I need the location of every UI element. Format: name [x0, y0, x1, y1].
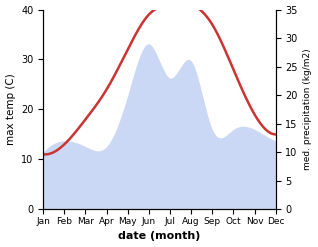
Y-axis label: med. precipitation (kg/m2): med. precipitation (kg/m2)	[303, 49, 313, 170]
Y-axis label: max temp (C): max temp (C)	[5, 74, 16, 145]
X-axis label: date (month): date (month)	[118, 231, 201, 242]
